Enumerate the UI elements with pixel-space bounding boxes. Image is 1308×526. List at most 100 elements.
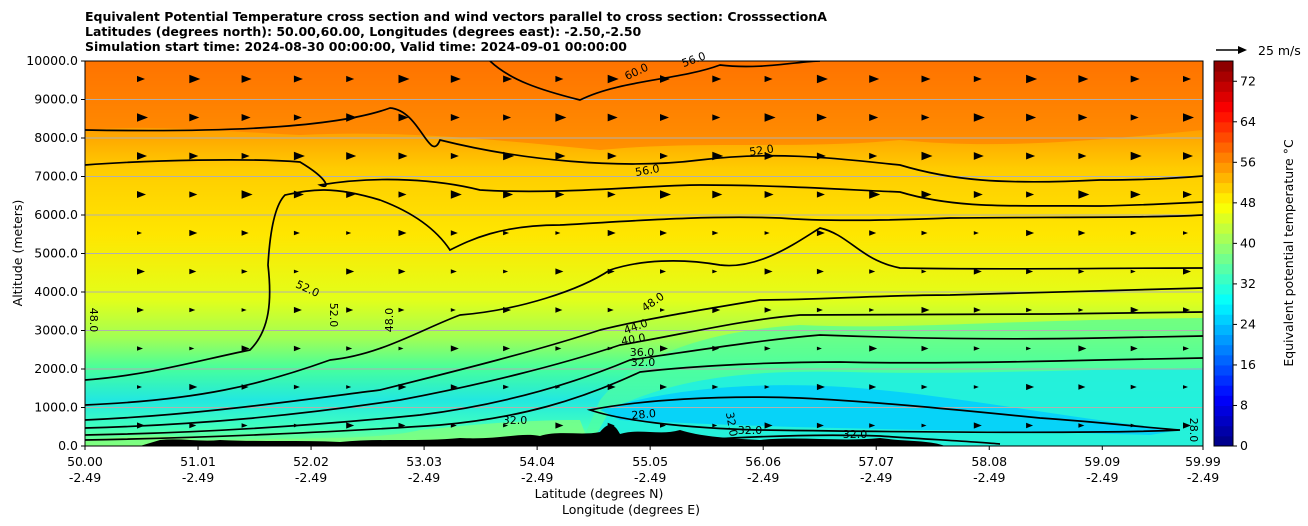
wind-vector-arrow: [450, 152, 459, 160]
contour-label: 52.0: [748, 142, 774, 158]
wind-vector-arrow: [869, 384, 877, 390]
colorbar-label: Equivalent potential temperature °C: [1281, 139, 1296, 367]
wind-vector-arrow: [1130, 269, 1136, 274]
wind-vector-arrow: [503, 230, 510, 236]
wind-vector-arrow: [973, 307, 981, 313]
wind-vector-arrow: [973, 113, 985, 122]
wind-vector-arrow: [1078, 308, 1084, 312]
wind-vector-arrow: [450, 75, 461, 83]
wind-vector-arrow: [1183, 231, 1188, 235]
wind-vector-arrow: [137, 75, 145, 83]
wind-vector-arrow: [921, 114, 930, 121]
wind-vector-arrow: [293, 345, 301, 352]
wind-vector-arrow: [660, 75, 670, 83]
colorbar-segment: [1214, 192, 1233, 204]
wind-vector-arrow: [555, 75, 564, 83]
y-axis-label: Altitude (meters): [10, 200, 25, 307]
wind-vector-arrow: [869, 308, 875, 312]
contour-label: 32.0: [503, 414, 528, 427]
wind-vector-arrow: [1235, 269, 1242, 274]
x-tick-label-lon: -2.49: [182, 470, 214, 485]
wind-vector-arrow: [503, 190, 514, 199]
wind-vector-arrow: [921, 269, 927, 274]
wind-vector-arrow: [1026, 74, 1038, 84]
colorbar-segment: [1214, 121, 1233, 133]
wind-vector-arrow: [137, 191, 146, 198]
x-tick-label-lon: -2.49: [1187, 470, 1219, 485]
colorbar-segment: [1214, 233, 1233, 244]
wind-vector-arrow: [816, 191, 825, 198]
x-tick-label-lat: 58.08: [971, 454, 1007, 469]
wind-vector-arrow: [973, 268, 982, 275]
wind-vector-arrow: [241, 308, 247, 312]
wind-vector-arrow: [973, 422, 982, 429]
contour-label: 32.0: [723, 411, 740, 437]
wind-vector-arrow: [503, 345, 511, 352]
wind-vector-arrow: [1026, 307, 1033, 313]
wind-vector-arrow: [869, 345, 878, 352]
wind-vector-arrow: [241, 269, 248, 274]
colorbar-segment: [1214, 395, 1233, 406]
wind-vector-arrow: [137, 385, 142, 389]
wind-vector-arrow: [450, 308, 456, 312]
wind-vector-arrow: [293, 151, 305, 161]
colorbar-segment: [1214, 304, 1233, 315]
colorbar-segment: [1214, 283, 1233, 295]
wind-vector-arrow: [1183, 346, 1189, 351]
colorbar-segment: [1214, 425, 1233, 437]
wind-vector-arrow: [712, 75, 722, 83]
colorbar-segment: [1214, 364, 1233, 376]
x-tick-label-lon: -2.49: [973, 470, 1005, 485]
wind-vector-arrow: [1026, 346, 1032, 351]
wind-vector-arrow: [293, 114, 302, 121]
wind-vector-arrow: [398, 307, 405, 313]
wind-vector-arrow: [555, 422, 564, 429]
wind-vector-arrow: [607, 229, 616, 237]
x-tick-label-lat: 57.07: [858, 454, 894, 469]
colorbar-segment: [1214, 142, 1233, 153]
contour-40: [85, 311, 1203, 429]
wind-vector-arrow: [869, 114, 879, 121]
x-axis-label-lon: Longitude (degrees E): [562, 502, 700, 517]
wind-vector-arrow: [241, 345, 250, 352]
wind-vector-arrow: [764, 231, 770, 235]
colorbar-segment: [1214, 162, 1233, 173]
colorbar-tick-label: 8: [1240, 397, 1248, 412]
wind-vector-arrow: [921, 306, 930, 314]
wind-vector-arrow: [973, 231, 979, 235]
wind-vector-arrow: [764, 191, 774, 198]
wind-vector-arrow: [398, 113, 409, 122]
wind-vector-arrow: [189, 268, 197, 275]
wind-vector-arrow: [503, 114, 512, 121]
wind-vector-arrow: [816, 383, 825, 391]
colorbar-tick-label: 32: [1240, 276, 1256, 291]
wind-vector-arrow: [764, 385, 770, 389]
wind-vector-arrow: [764, 268, 773, 275]
wind-vector-arrow: [1026, 268, 1034, 275]
wind-vector-arrow: [921, 423, 927, 428]
wind-vector-arrow: [712, 190, 723, 199]
contour-label: 36.0: [630, 346, 655, 359]
y-tick-label: 0.0: [58, 438, 78, 453]
x-tick-label-lon: -2.49: [634, 470, 666, 485]
colorbar-segment: [1214, 253, 1233, 265]
wind-vector-arrow: [712, 230, 719, 236]
colorbar-segment: [1214, 334, 1233, 346]
wind-vector-arrow: [660, 269, 666, 274]
wind-vector-arrow: [921, 384, 928, 390]
colorbar-tick-label: 64: [1240, 114, 1256, 129]
colorbar-segment: [1214, 375, 1233, 386]
colorbar-tick-label: 40: [1240, 235, 1256, 250]
x-tick-label-lon: -2.49: [860, 470, 892, 485]
y-tick-label: 7000.0: [34, 169, 78, 184]
wind-vector-arrow: [1235, 384, 1243, 390]
wind-vector-arrow: [137, 268, 145, 275]
wind-vector-arrow: [1183, 152, 1193, 160]
title-line-1: Equivalent Potential Temperature cross s…: [85, 9, 827, 24]
colorbar-segment: [1214, 223, 1233, 234]
wind-vector-arrow: [1235, 347, 1240, 351]
wind-vector-arrow: [1078, 152, 1087, 160]
x-tick-label-lat: 55.05: [632, 454, 668, 469]
wind-vector-arrow: [1130, 384, 1137, 390]
wind-vector-arrow: [293, 230, 300, 236]
